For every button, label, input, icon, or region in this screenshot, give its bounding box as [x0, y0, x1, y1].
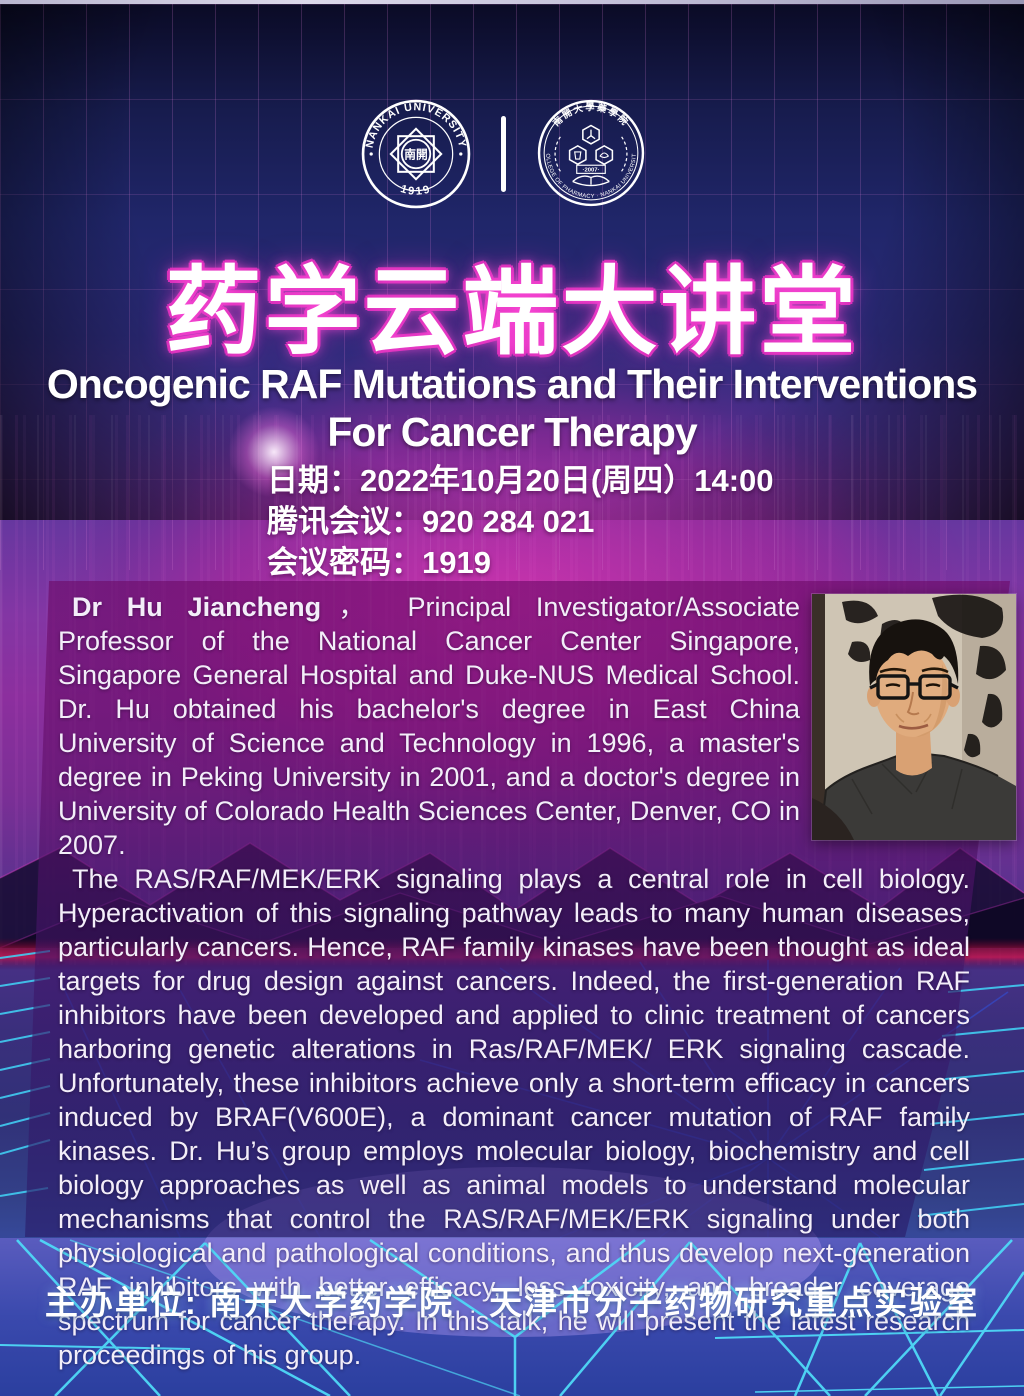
bio-paragraph-1-text: ， Principal Investigator/Associate Profe… [58, 592, 800, 860]
svg-text:1919: 1919 [399, 183, 433, 198]
bio-paragraph-1: Dr Hu Jiancheng， Principal Investigator/… [58, 590, 970, 862]
bio-paragraph-2: The RAS/RAF/MEK/ERK signaling plays a ce… [58, 864, 970, 1370]
speaker-name: Dr Hu Jiancheng [72, 592, 322, 622]
poster-title-en: Oncogenic RAF Mutations and Their Interv… [0, 360, 1024, 456]
top-edge-strip [0, 0, 1024, 4]
meeting-date: 日期：2022年10月20日(周四）14:00 [267, 463, 774, 498]
speaker-photo [800, 590, 1020, 844]
svg-text:NANKAI UNIVERSITY: NANKAI UNIVERSITY [364, 101, 469, 149]
svg-text:南開: 南開 [404, 148, 427, 162]
meeting-info: 日期：2022年10月20日(周四）14:00 腾讯会议：920 284 021… [267, 460, 774, 583]
poster-title-en-line1: Oncogenic RAF Mutations and Their Interv… [46, 361, 978, 407]
logo-divider [501, 116, 506, 192]
pharmacy-year: ·2007· [582, 168, 599, 174]
speaker-bio: Dr Hu Jiancheng， Principal Investigator/… [58, 590, 1016, 1372]
nankai-seal-icon: NANKAI UNIVERSITY 1919 南開 [361, 99, 471, 209]
meeting-tencent-id: 腾讯会议：920 284 021 [267, 504, 595, 539]
meeting-password: 会议密码：1919 [267, 545, 491, 580]
pharmacy-seal-icon: 南開大學藥學院 COLLEGE OF PHARMACY · NANKAI UNI… [534, 94, 645, 207]
nankai-university-logo: NANKAI UNIVERSITY 1919 南開 [360, 98, 472, 215]
svg-text:南開大學藥學院: 南開大學藥學院 [550, 101, 631, 128]
poster-title-cn: 药学云端大讲堂 [165, 259, 859, 366]
lens-flare [228, 406, 320, 498]
college-of-pharmacy-logo: 南開大學藥學院 COLLEGE OF PHARMACY · NANKAI UNI… [534, 94, 646, 213]
cyan-terrain-grid [0, 1238, 1024, 1396]
poster-title-en-line2: For Cancer Therapy [327, 409, 697, 455]
organizer-line: 主办单位: 南开大学药学院 天津市分子药物研究重点实验室 [44, 1284, 980, 1321]
top-vignette [0, 0, 1024, 520]
speaker-portrait-illustration [812, 594, 1016, 840]
bottom-strip [0, 1238, 1024, 1396]
